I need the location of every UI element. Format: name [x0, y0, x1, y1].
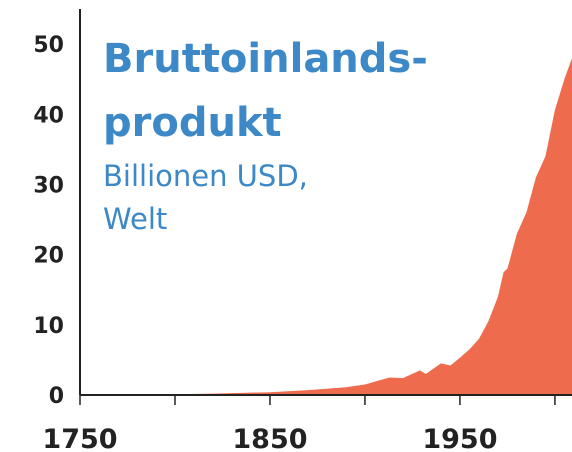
y-tick-label: 20 — [33, 244, 64, 269]
x-tick-label: 1750 — [42, 424, 117, 452]
x-tick-label: 1950 — [422, 424, 497, 452]
chart-subtitle: Billionen USD, — [103, 159, 308, 193]
chart-title: produkt — [103, 100, 282, 146]
y-tick-label: 40 — [33, 103, 64, 128]
area — [80, 58, 572, 396]
x-tick-label: 1850 — [232, 424, 307, 452]
chart-title: Bruttoinlands- — [103, 36, 428, 82]
y-tick-label: 50 — [33, 33, 64, 58]
y-tick-label: 10 — [33, 314, 64, 339]
y-tick-label: 30 — [33, 173, 64, 198]
chart-subtitle: Welt — [103, 202, 167, 236]
y-tick-label: 0 — [49, 384, 64, 409]
